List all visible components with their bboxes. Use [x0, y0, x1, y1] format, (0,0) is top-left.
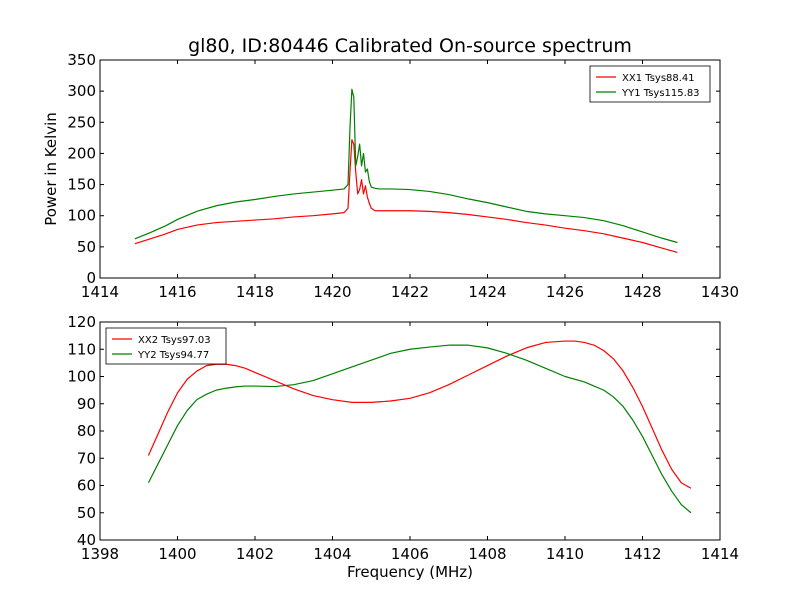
x-tick-label: 1408 [468, 545, 506, 563]
y-tick-label: 70 [77, 449, 96, 467]
y-tick-label: 90 [77, 395, 96, 413]
legend-box [105, 327, 227, 365]
y-tick-label: 50 [77, 504, 96, 522]
legend-label: YY2 Tsys94.77 [137, 350, 209, 361]
y-tick-label: 50 [77, 238, 96, 256]
x-tick-label: 1402 [236, 545, 274, 563]
x-tick-label: 1424 [468, 283, 506, 301]
y-tick-label: 120 [67, 313, 96, 331]
x-tick-label: 1420 [313, 283, 351, 301]
x-tick-label: 1426 [546, 283, 584, 301]
series-line-1-2 [134, 88, 678, 244]
x-tick-label: 1412 [623, 545, 661, 563]
legend: XX2 Tsys97.03 YY2 Tsys94.77 [105, 327, 227, 365]
series-line-2-1 [147, 340, 692, 489]
x-tick-label: 1418 [236, 283, 274, 301]
y-tick-label: 100 [67, 368, 96, 386]
x-tick-label: 1430 [701, 283, 739, 301]
series-line-1-1 [134, 139, 678, 254]
plot-panel-1: 1414 1416 1418 1420 1422 1424 1426 1428 1430 0 50 1… [42, 51, 739, 301]
x-tick-label: 1400 [158, 545, 196, 563]
y-axis-label: Power in Kelvin [42, 112, 60, 226]
y-tick-label: 350 [67, 51, 96, 69]
y-tick-label: 0 [86, 269, 96, 287]
legend-label: XX2 Tsys97.03 [138, 335, 211, 346]
y-tick-label: 80 [77, 422, 96, 440]
y-tick-label: 100 [67, 207, 96, 225]
y-tick-label: 150 [67, 176, 96, 194]
y-tick-label: 300 [67, 82, 96, 100]
legend-box [589, 65, 711, 103]
x-tick-label: 1416 [158, 283, 196, 301]
x-tick-label: 1406 [391, 545, 429, 563]
x-tick-label: 1414 [81, 283, 119, 301]
y-tick-label: 40 [77, 531, 96, 549]
chart-title: gl80, ID:80446 Calibrated On-source spec… [188, 35, 632, 57]
x-tick-label: 1404 [313, 545, 351, 563]
plot-panel-2: 1398 1400 1402 1404 1406 1408 1410 1412 1414 40 50… [67, 313, 739, 581]
x-tick-label: 1422 [391, 283, 429, 301]
x-tick-label: 1428 [623, 283, 661, 301]
legend: XX1 Tsys88.41 YY1 Tsys115.83 [589, 65, 711, 103]
series-line-2-2 [147, 344, 692, 514]
x-tick-label: 1414 [701, 545, 739, 563]
x-axis-label: Frequency (MHz) [347, 563, 473, 581]
y-tick-label: 110 [67, 340, 96, 358]
x-tick-label: 1410 [546, 545, 584, 563]
legend-label: YY1 Tsys115.83 [621, 88, 700, 99]
y-tick-label: 60 [77, 477, 96, 495]
y-tick-label: 250 [67, 113, 96, 131]
legend-label: XX1 Tsys88.41 [622, 73, 695, 84]
x-tick-label: 1398 [81, 545, 119, 563]
y-tick-label: 200 [67, 144, 96, 162]
